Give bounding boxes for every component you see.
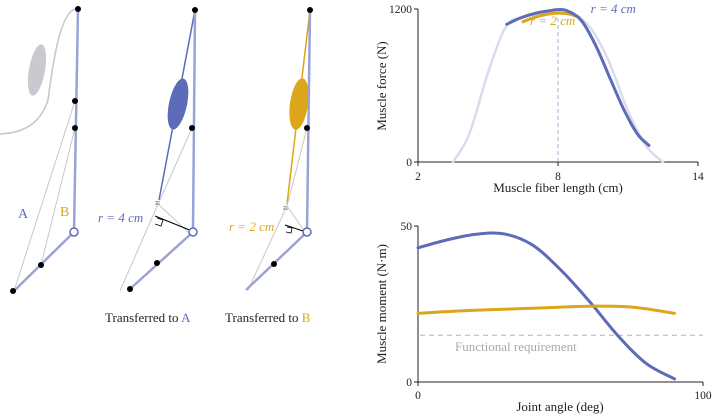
x-tick-label: 14 bbox=[692, 171, 704, 183]
label-b: B bbox=[60, 205, 69, 220]
moment-curve-gold bbox=[416, 304, 676, 315]
moment-arm-label: r = 4 cm bbox=[98, 210, 143, 225]
grey-path bbox=[159, 127, 193, 201]
attachment-dot bbox=[72, 125, 78, 131]
line-path-b bbox=[40, 127, 76, 266]
original-muscle-tendon bbox=[0, 8, 79, 135]
right-angle-mark bbox=[285, 226, 293, 234]
joint-circle bbox=[188, 227, 198, 237]
force-curve-blue bbox=[505, 8, 651, 147]
x-tick-label: 2 bbox=[415, 171, 421, 183]
attachment-dot bbox=[72, 98, 78, 104]
grey-path bbox=[157, 203, 191, 235]
grey-path bbox=[247, 205, 288, 291]
bone-upper bbox=[72, 8, 80, 233]
label-a: A bbox=[18, 207, 29, 222]
y-axis-label: Muscle moment (N·m) bbox=[374, 244, 389, 364]
caption-prefix: Transferred to bbox=[105, 310, 181, 325]
attachment-dot bbox=[271, 261, 277, 267]
grey-path bbox=[286, 127, 308, 207]
muscle-belly-a bbox=[167, 78, 189, 130]
joint-circle bbox=[302, 227, 312, 237]
bone-lower bbox=[129, 231, 194, 290]
y-tick-label: 0 bbox=[406, 157, 412, 169]
force-curve-gold bbox=[521, 11, 581, 24]
caption-prefix: Transferred to bbox=[225, 310, 302, 325]
attachment-dot bbox=[304, 125, 310, 131]
right-angle-mark bbox=[154, 217, 164, 227]
y-tick-label: 50 bbox=[401, 221, 413, 233]
joint-circle bbox=[69, 227, 79, 237]
y-axis-label: Muscle force (N) bbox=[374, 41, 389, 131]
attachment-dot bbox=[38, 262, 44, 268]
tendon-marker: ≡ bbox=[155, 198, 160, 208]
line-path-a bbox=[13, 100, 76, 292]
attachment-dot bbox=[10, 288, 16, 294]
attachment-dot bbox=[75, 6, 81, 12]
attachment-dot bbox=[127, 286, 133, 292]
bone-upper bbox=[305, 9, 312, 233]
attachment-dot bbox=[307, 7, 313, 13]
y-tick-label: 1200 bbox=[389, 4, 412, 16]
moment-curve-blue bbox=[416, 231, 676, 381]
caption-target: A bbox=[181, 310, 191, 325]
moment-arm-label: r = 2 cm bbox=[229, 219, 274, 234]
moment-arm bbox=[154, 215, 193, 232]
x-tick-label: 8 bbox=[555, 171, 561, 183]
caption-transferred-a: Transferred to A bbox=[105, 310, 191, 325]
original-muscle-belly bbox=[27, 44, 47, 96]
x-tick-label: 0 bbox=[415, 390, 421, 402]
y-tick-label: 0 bbox=[406, 377, 412, 389]
attachment-dot bbox=[189, 125, 195, 131]
panel-original: A B bbox=[0, 6, 81, 294]
functional-requirement-label: Functional requirement bbox=[455, 339, 577, 354]
series-label: r = 2 cm bbox=[530, 13, 575, 28]
x-axis-label: Joint angle (deg) bbox=[516, 399, 603, 414]
moment-angle-chart: 0 100 0 50 Functional requirement Joint ang… bbox=[374, 221, 712, 414]
bone-lower bbox=[245, 231, 308, 291]
grey-path bbox=[119, 203, 159, 292]
caption-transferred-b: Transferred to B bbox=[225, 310, 311, 325]
x-tick-label: 100 bbox=[694, 390, 712, 402]
attachment-dot bbox=[192, 7, 198, 13]
panel-transfer-b: ≡ r = 2 cm Transferred to B bbox=[225, 7, 313, 325]
panel-transfer-a: ≡ r = 4 cm Transferred to A bbox=[98, 7, 198, 325]
series-label: r = 4 cm bbox=[591, 1, 636, 16]
bone-lower bbox=[13, 231, 75, 292]
caption-target: B bbox=[302, 310, 311, 325]
x-axis-label: Muscle fiber length (cm) bbox=[493, 180, 623, 195]
grey-path bbox=[286, 205, 306, 233]
bone-upper bbox=[191, 9, 197, 233]
muscle-belly-b bbox=[289, 78, 309, 130]
attachment-dot bbox=[154, 260, 160, 266]
